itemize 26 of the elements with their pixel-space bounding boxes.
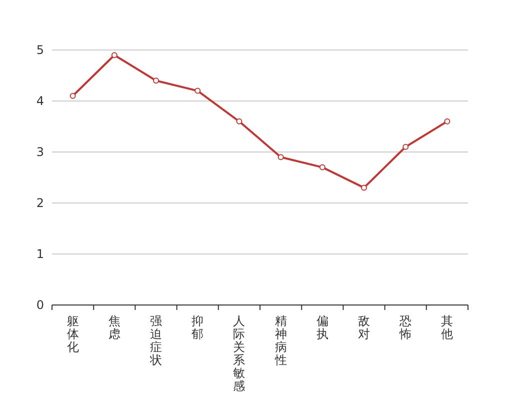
x-tick-label: 敌对 bbox=[358, 314, 370, 341]
y-tick-label: 4 bbox=[36, 94, 44, 108]
y-tick-label: 5 bbox=[36, 43, 44, 57]
point bbox=[444, 118, 450, 124]
point bbox=[402, 144, 409, 150]
y-tick-label: 1 bbox=[36, 247, 44, 261]
point bbox=[111, 52, 118, 58]
point bbox=[153, 78, 159, 84]
y-tick-label: 2 bbox=[36, 196, 44, 210]
x-tick-label: 精神病性 bbox=[274, 314, 287, 367]
y-tick-label: 3 bbox=[36, 145, 44, 159]
x-tick-label: 抑郁 bbox=[192, 314, 204, 341]
x-tick-label: 躯体化 bbox=[66, 314, 79, 354]
point bbox=[194, 88, 201, 94]
point bbox=[278, 154, 284, 160]
point bbox=[319, 164, 326, 170]
point bbox=[70, 92, 76, 99]
point bbox=[361, 184, 367, 191]
x-tick-label: 强迫症状 bbox=[149, 314, 162, 367]
x-tick-label: 偏执 bbox=[316, 314, 328, 341]
x-tick-label: 恐怖 bbox=[398, 314, 412, 341]
x-tick-label: 人际关系敏感 bbox=[233, 314, 246, 393]
x-tick-label: 焦虑 bbox=[108, 314, 120, 341]
point bbox=[236, 118, 242, 124]
x-tick-label: 其他 bbox=[441, 314, 454, 341]
y-tick-label: 0 bbox=[36, 298, 44, 312]
